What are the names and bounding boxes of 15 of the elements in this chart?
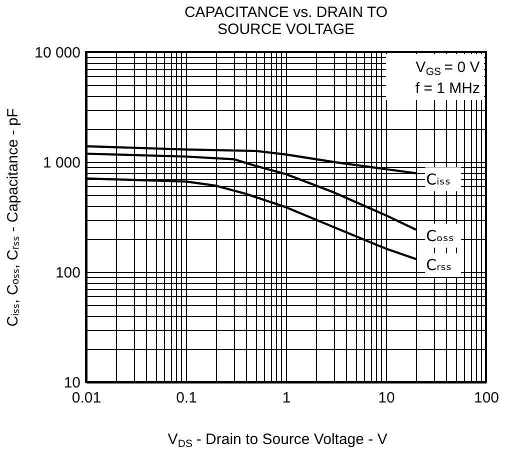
y-tick-label: 1 000 [42, 154, 80, 172]
x-tick-label: 0.1 [176, 390, 197, 406]
x-tick-label: 100 [474, 390, 500, 406]
x-tick-label: 10 [378, 390, 395, 406]
y-tick-label: 100 [55, 264, 80, 282]
annotation: f = 1 MHz [415, 80, 480, 97]
series-label: Cᵢₛₛ [426, 170, 450, 188]
y-axis-title: Cᵢₛₛ, Cₒₛₛ, Cᵣₛₛ - Capacitance - pF [4, 108, 22, 327]
x-tick-label: 1 [282, 390, 291, 406]
x-tick-label: 0.01 [72, 390, 102, 406]
series-label: Cᵣₛₛ [426, 256, 452, 274]
series-label: Cₒₛₛ [426, 226, 454, 245]
chart-title: CAPACITANCE vs. DRAIN TO SOURCE VOLTAGE [184, 4, 388, 38]
y-tick-label: 10 000 [34, 44, 80, 62]
y-tick-label: 10 [64, 374, 80, 392]
